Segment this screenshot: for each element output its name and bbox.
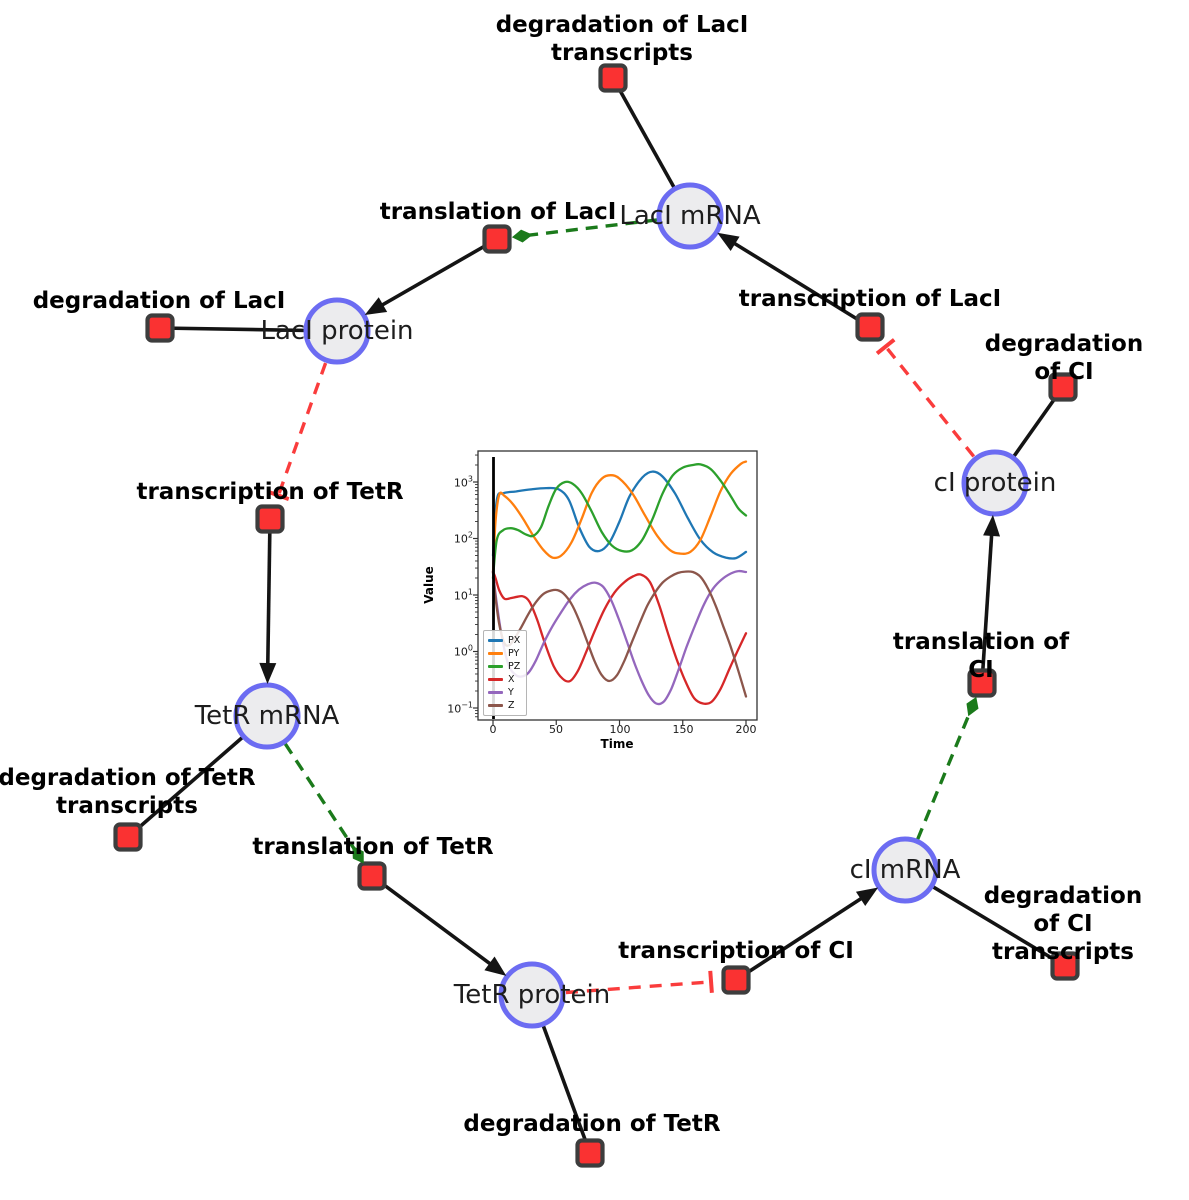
species-node-ci-protein (961, 449, 1029, 517)
nodes-layer (113, 63, 1080, 1168)
x-tick-label: 100 (609, 723, 631, 736)
reaction-node-degradation-of-laci (145, 313, 175, 343)
edge-catalysis-ci-mrna-translation-of-ci (915, 711, 972, 841)
species-node-tetr-mrna (233, 682, 301, 750)
legend-swatch (488, 665, 503, 668)
chart-curve-X (491, 570, 748, 705)
chart-legend: PX PY PZ X Y Z (483, 630, 528, 716)
arrowheads-layer (259, 229, 1001, 993)
y-axis-label: Value (422, 566, 436, 604)
edge-arrow-translation-of-laci-laci-protein (374, 237, 498, 311)
arrowhead-arrow-transcription-of-ci-ci-mrna (855, 887, 879, 907)
chart-curve-PX (491, 470, 748, 560)
species-node-laci-mrna (656, 182, 724, 250)
x-tick-label: 50 (549, 723, 563, 736)
reaction-node-translation-of-tetr (357, 861, 387, 891)
inhibitor-bar-inhibition-ci-protein-transcription-of-laci (875, 338, 896, 355)
reaction-node-transcription-of-ci (721, 965, 751, 995)
legend-swatch (488, 678, 503, 681)
species-label-laci-protein: LacI protein (260, 316, 414, 346)
reaction-node-degradation-of-laci-transcripts (598, 63, 628, 93)
catalysis-arrowhead-catalysis-ci-mrna-translation-of-ci (966, 696, 979, 717)
species-node-tetr-protein (498, 961, 566, 1029)
legend-swatch (488, 704, 503, 707)
catalysis-arrowhead-catalysis-laci-mrna-translation-of-laci (511, 229, 533, 243)
edge-arrow-transcription-of-ci-ci-mrna (735, 892, 870, 982)
edge-arrow-transcription-of-laci-laci-mrna (726, 237, 871, 329)
reaction-label-translation-of-laci: translation of LacI (379, 198, 617, 225)
edge-arrow-transcription-of-tetr-tetr-mrna (265, 518, 272, 673)
chart-curve-PY (491, 460, 748, 574)
edge-arrow-translation-of-ci-ci-protein (980, 526, 994, 684)
arrowhead-arrow-transcription-of-tetr-tetr-mrna (259, 662, 277, 685)
edge-inhibition-ci-protein-transcription-of-laci (884, 345, 976, 458)
reaction-label-degradation-of-laci: degradation of LacI (32, 287, 286, 314)
chart-curve-PZ (491, 462, 748, 580)
species-node-ci-mrna (871, 836, 939, 904)
y-tick-label: 100 (453, 643, 473, 659)
species-label-tetr-protein: TetR protein (453, 980, 611, 1010)
chart-curve-Z (491, 570, 748, 698)
legend-entry-x: X (488, 673, 520, 686)
y-tick-label: 101 (453, 587, 473, 603)
x-tick-label: 0 (489, 723, 497, 736)
reaction-node-translation-of-laci (482, 224, 512, 254)
reaction-node-degradation-of-tetr-transcripts (113, 822, 143, 852)
edge-arrow-translation-of-tetr-tetr-protein (370, 874, 498, 971)
legend-entry-z: Z (488, 699, 520, 712)
arrowhead-arrow-translation-of-tetr-tetr-protein (484, 956, 507, 976)
arrowhead-arrow-translation-of-ci-ci-protein (983, 514, 1001, 537)
y-tick-label: 102 (453, 530, 473, 546)
reaction-label-transcription-of-tetr: transcription of TetR (136, 478, 404, 505)
x-tick-label: 200 (735, 723, 757, 736)
inhibitor-bar-inhibition-tetr-protein-transcription-of-ci (708, 970, 714, 993)
y-tick-label: 103 (453, 474, 473, 490)
reaction-label-degradation-of-tetr: degradation of TetR (463, 1110, 721, 1137)
reaction-label-degradation-of-tetr-transcripts: degradation of TetR transcripts (0, 764, 256, 819)
x-axis-label: Time (600, 737, 634, 751)
edge-catalysis-laci-mrna-translation-of-laci (527, 218, 658, 238)
x-tick-label: 150 (672, 723, 694, 736)
edge-catalysis-tetr-mrna-translation-of-tetr (283, 742, 357, 852)
reaction-node-translation-of-ci (967, 668, 997, 698)
species-label-ci-protein: cI protein (933, 468, 1057, 498)
reaction-node-degradation-of-tetr (575, 1138, 605, 1168)
legend-swatch (488, 639, 503, 642)
reaction-label-degradation-of-laci-transcripts: degradation of LacI transcripts (495, 11, 749, 66)
species-node-laci-protein (303, 297, 371, 365)
reaction-node-transcription-of-tetr (255, 504, 285, 534)
species-label-laci-mrna: LacI mRNA (619, 201, 761, 231)
species-label-ci-mrna: cI mRNA (849, 855, 961, 885)
legend-entry-y: Y (488, 686, 520, 699)
reaction-node-degradation-of-ci (1048, 372, 1078, 402)
legend-entry-pz: PZ (488, 660, 520, 673)
arrowhead-arrow-transcription-of-laci-laci-mrna (717, 232, 740, 252)
inhibitor-bar-inhibition-laci-protein-transcription-of-tetr (267, 489, 290, 502)
reaction-label-degradation-of-ci: degradation of CI (984, 330, 1144, 385)
reaction-label-degradation-of-ci-transcripts: degradation of CI transcripts (983, 882, 1143, 966)
reaction-node-degradation-of-ci-transcripts (1050, 951, 1080, 981)
reaction-label-transcription-of-ci: transcription of CI (618, 937, 854, 964)
legend-swatch (488, 691, 503, 694)
reaction-label-translation-of-ci: translation of CI (892, 628, 1070, 683)
edge-inhibition-tetr-protein-transcription-of-ci (565, 980, 712, 995)
legend-swatch (488, 652, 503, 655)
reaction-node-transcription-of-laci (855, 312, 885, 342)
catalysis-arrowhead-catalysis-tetr-mrna-translation-of-tetr (352, 845, 364, 864)
y-tick-label: 10−1 (447, 700, 473, 716)
reaction-label-transcription-of-laci: transcription of LacI (738, 285, 1002, 312)
legend-entry-py: PY (488, 647, 520, 660)
species-label-tetr-mrna: TetR mRNA (194, 701, 340, 731)
edge-inhibition-laci-protein-transcription-of-tetr (276, 362, 328, 497)
arrowhead-arrow-translation-of-laci-laci-protein (364, 297, 388, 316)
reaction-label-translation-of-tetr: translation of TetR (252, 833, 494, 860)
legend-entry-px: PX (488, 634, 520, 647)
